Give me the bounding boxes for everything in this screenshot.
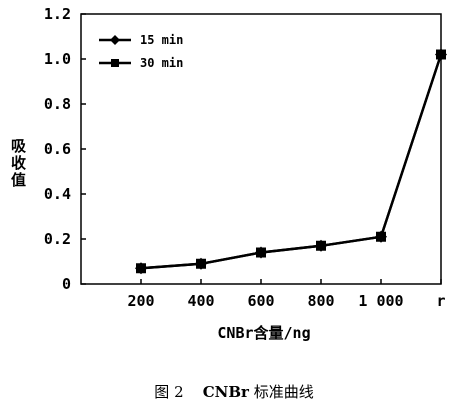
caption-label: 图 2 <box>154 383 184 401</box>
x-tick-label: r <box>436 292 445 310</box>
data-point-square <box>136 263 146 274</box>
data-point-square <box>316 240 326 251</box>
data-point-square <box>196 258 206 269</box>
y-axis-label: 吸收值 <box>9 138 27 189</box>
chart: 0 0.2 0.4 0.6 0.8 1.0 1.2 200 400 600 800 1 000 r 1… <box>9 5 447 342</box>
data-point-square <box>376 231 386 242</box>
y-tick-label: 0.8 <box>44 95 71 113</box>
series-layer <box>135 48 447 275</box>
y-tick-label: 1.2 <box>44 5 71 23</box>
legend: 15 min 30 min <box>99 33 183 70</box>
data-point-square <box>256 247 266 258</box>
y-ticks: 0 0.2 0.4 0.6 0.8 1.0 1.2 <box>44 5 86 293</box>
legend-label: 15 min <box>140 33 183 47</box>
x-axis-label: CNBr含量/ng <box>217 324 310 342</box>
x-tick-label: 400 <box>187 292 214 310</box>
x-tick-label: 600 <box>247 292 274 310</box>
y-tick-label: 0.4 <box>44 185 71 203</box>
legend-marker-diamond <box>110 35 120 45</box>
y-tick-label: 0.6 <box>44 140 71 158</box>
series-line-1 <box>140 54 443 270</box>
legend-marker-square <box>111 59 119 67</box>
x-ticks: 200 400 600 800 1 000 r <box>127 279 446 310</box>
x-tick-label: 800 <box>307 292 334 310</box>
data-point-square <box>436 49 446 60</box>
axes <box>80 13 442 285</box>
plot-frame <box>80 13 442 285</box>
x-tick-label: 200 <box>127 292 154 310</box>
legend-label: 30 min <box>140 56 183 70</box>
series-line-2 <box>140 54 443 270</box>
x-tick-label: 1 000 <box>358 292 403 310</box>
y-tick-label: 0 <box>62 275 71 293</box>
caption-bold: CNBr <box>202 383 249 401</box>
figure-caption: 图 2 CNBr 标准曲线 <box>0 381 468 402</box>
caption-rest: 标准曲线 <box>248 383 314 401</box>
y-tick-label: 0.2 <box>44 230 71 248</box>
y-tick-label: 1.0 <box>44 50 71 68</box>
